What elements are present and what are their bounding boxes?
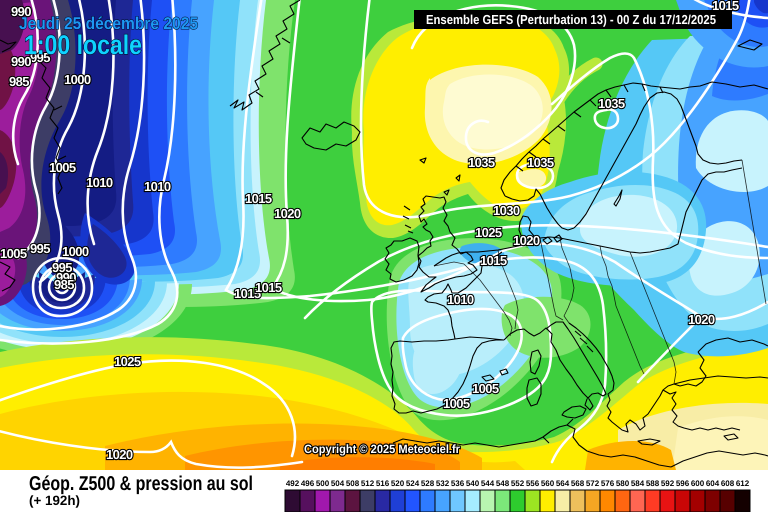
svg-text:1010: 1010: [144, 179, 171, 194]
svg-text:552: 552: [511, 479, 525, 488]
svg-text:532: 532: [436, 479, 450, 488]
svg-text:1035: 1035: [468, 155, 495, 170]
svg-text:1020: 1020: [106, 447, 133, 462]
svg-text:564: 564: [556, 479, 570, 488]
svg-text:985: 985: [9, 74, 29, 89]
svg-text:524: 524: [406, 479, 420, 488]
svg-text:1005: 1005: [49, 160, 76, 175]
svg-text:1020: 1020: [688, 312, 715, 327]
svg-text:1015: 1015: [255, 280, 282, 295]
svg-text:556: 556: [526, 479, 540, 488]
svg-text:1015: 1015: [245, 191, 272, 206]
svg-text:528: 528: [421, 479, 435, 488]
svg-text:995: 995: [52, 260, 72, 275]
svg-text:1000: 1000: [62, 244, 89, 259]
svg-text:588: 588: [646, 479, 660, 488]
svg-text:584: 584: [631, 479, 645, 488]
svg-text:1015: 1015: [234, 286, 261, 301]
svg-text:1035: 1035: [598, 96, 625, 111]
svg-text:516: 516: [376, 479, 390, 488]
svg-text:995: 995: [30, 50, 50, 65]
svg-text:1030: 1030: [493, 203, 520, 218]
svg-text:Géop. Z500 & pression au sol: Géop. Z500 & pression au sol: [29, 473, 253, 495]
svg-text:604: 604: [706, 479, 720, 488]
svg-text:990: 990: [11, 54, 31, 69]
svg-text:Jeudi 25 décembre 2025: Jeudi 25 décembre 2025: [19, 14, 198, 33]
svg-text:580: 580: [616, 479, 630, 488]
svg-text:995: 995: [30, 241, 50, 256]
svg-text:Ensemble GEFS (Perturbation 1: Ensemble GEFS (Perturbation 13) - 00 Z d…: [426, 12, 716, 27]
svg-text:500: 500: [316, 479, 330, 488]
svg-text:548: 548: [496, 479, 510, 488]
svg-text:1000: 1000: [64, 72, 91, 87]
svg-text:Copyright © 2025 Meteociel.fr: Copyright © 2025 Meteociel.fr: [304, 442, 460, 456]
svg-text:1005: 1005: [443, 396, 470, 411]
svg-text:1025: 1025: [114, 354, 141, 369]
svg-text:540: 540: [466, 479, 480, 488]
svg-text:596: 596: [676, 479, 690, 488]
svg-text:1010: 1010: [447, 292, 474, 307]
svg-text:576: 576: [601, 479, 615, 488]
svg-text:544: 544: [481, 479, 495, 488]
svg-text:496: 496: [301, 479, 315, 488]
svg-text:985: 985: [54, 277, 74, 292]
svg-text:600: 600: [691, 479, 705, 488]
svg-text:592: 592: [661, 479, 675, 488]
svg-text:492: 492: [286, 479, 300, 488]
svg-text:1015: 1015: [480, 253, 507, 268]
svg-text:990: 990: [56, 270, 76, 285]
svg-text:(+ 192h): (+ 192h): [29, 493, 80, 508]
svg-text:572: 572: [586, 479, 600, 488]
svg-text:1035: 1035: [527, 155, 554, 170]
svg-text:608: 608: [721, 479, 735, 488]
svg-text:1020: 1020: [513, 233, 540, 248]
svg-text:560: 560: [541, 479, 555, 488]
svg-text:1005: 1005: [0, 246, 27, 261]
svg-text:1005: 1005: [472, 381, 499, 396]
svg-text:1025: 1025: [475, 225, 502, 240]
svg-text:508: 508: [346, 479, 360, 488]
svg-text:1:00 locale: 1:00 locale: [24, 30, 142, 60]
svg-text:520: 520: [391, 479, 405, 488]
svg-text:990: 990: [11, 4, 31, 19]
svg-text:1020: 1020: [274, 206, 301, 221]
svg-text:1010: 1010: [86, 175, 113, 190]
svg-text:504: 504: [331, 479, 345, 488]
svg-text:568: 568: [571, 479, 585, 488]
svg-text:512: 512: [361, 479, 375, 488]
svg-text:536: 536: [451, 479, 465, 488]
svg-text:612: 612: [736, 479, 750, 488]
